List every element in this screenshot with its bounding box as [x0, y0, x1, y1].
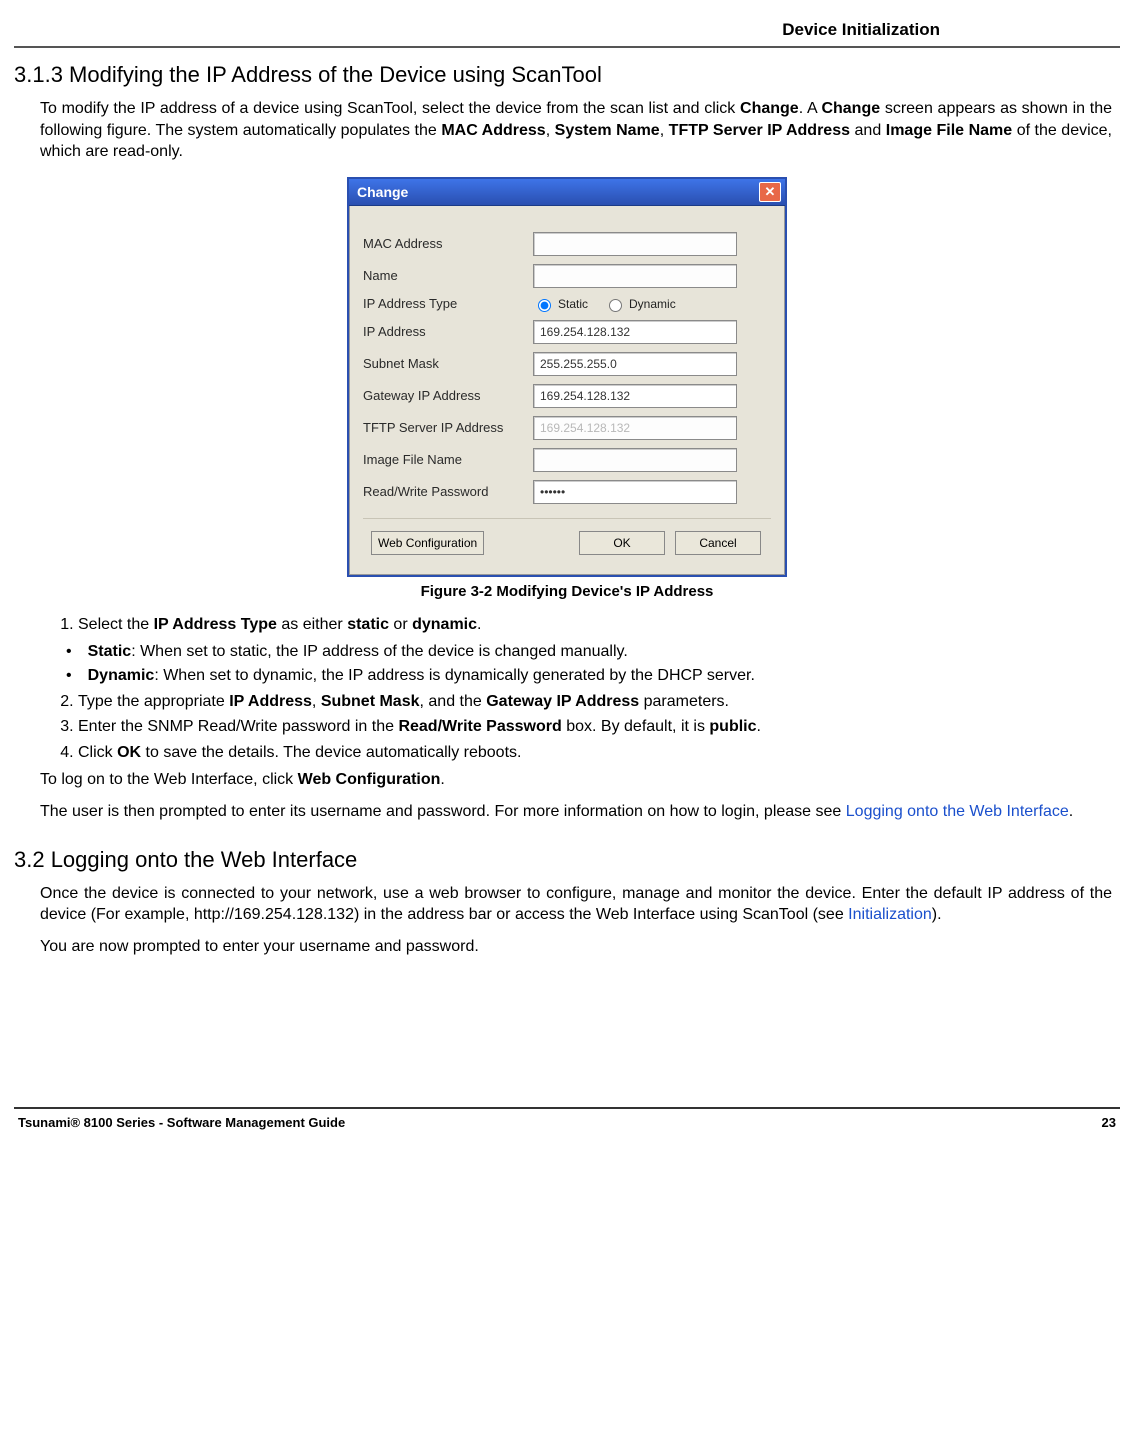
- radio-static-label[interactable]: Static: [533, 296, 588, 312]
- label-ip-address: IP Address: [363, 324, 533, 339]
- figure-3-2-caption: Figure 3-2 Modifying Device's IP Address: [14, 583, 1120, 600]
- radio-dynamic[interactable]: [609, 299, 622, 312]
- ip-address-input[interactable]: [533, 320, 737, 344]
- label-mac-address: MAC Address: [363, 236, 533, 251]
- footer-divider: [14, 1107, 1120, 1109]
- label-name: Name: [363, 268, 533, 283]
- footer-left: Tsunami® 8100 Series - Software Manageme…: [18, 1115, 345, 1130]
- label-gateway-ip: Gateway IP Address: [363, 388, 533, 403]
- step-1-dynamic: Dynamic: When set to dynamic, the IP add…: [66, 665, 1112, 687]
- change-dialog-titlebar: Change ✕: [349, 179, 785, 206]
- radio-dynamic-label[interactable]: Dynamic: [604, 296, 676, 312]
- step-2: Type the appropriate IP Address, Subnet …: [78, 691, 1112, 713]
- change-dialog: Change ✕ MAC Address Name IP Address Typ…: [347, 177, 787, 577]
- mac-address-input: [533, 232, 737, 256]
- section-3-1-3-intro: To modify the IP address of a device usi…: [40, 98, 1112, 163]
- steps-list: Select the IP Address Type as either sta…: [60, 614, 1112, 636]
- section-3-2-heading: 3.2 Logging onto the Web Interface: [14, 847, 1120, 873]
- tftp-server-ip-input: [533, 416, 737, 440]
- section-3-2-p1: Once the device is connected to your net…: [40, 883, 1112, 926]
- radio-static[interactable]: [538, 299, 551, 312]
- step-4: Click OK to save the details. The device…: [78, 742, 1112, 764]
- after-steps-2: The user is then prompted to enter its u…: [40, 801, 1112, 823]
- label-tftp-server-ip: TFTP Server IP Address: [363, 420, 533, 435]
- cancel-button[interactable]: Cancel: [675, 531, 761, 555]
- step-3: Enter the SNMP Read/Write password in th…: [78, 716, 1112, 738]
- step-1: Select the IP Address Type as either sta…: [78, 614, 1112, 636]
- web-configuration-button[interactable]: Web Configuration: [371, 531, 484, 555]
- gateway-ip-input[interactable]: [533, 384, 737, 408]
- steps-list-cont: Type the appropriate IP Address, Subnet …: [60, 691, 1112, 764]
- radio-static-text: Static: [558, 297, 588, 311]
- radio-dynamic-text: Dynamic: [629, 297, 676, 311]
- page-header-title: Device Initialization: [14, 20, 1120, 40]
- step-1-static: Static: When set to static, the IP addre…: [66, 641, 1112, 663]
- link-initialization[interactable]: Initialization: [848, 906, 932, 923]
- ok-button[interactable]: OK: [579, 531, 665, 555]
- change-dialog-title: Change: [357, 184, 408, 200]
- label-ip-address-type: IP Address Type: [363, 296, 533, 311]
- close-icon[interactable]: ✕: [759, 182, 781, 202]
- image-file-name-input: [533, 448, 737, 472]
- step-1-sublist: Static: When set to static, the IP addre…: [66, 641, 1112, 686]
- link-logging-onto-web-interface[interactable]: Logging onto the Web Interface: [846, 803, 1069, 820]
- footer-right: 23: [1102, 1115, 1116, 1130]
- after-steps-1: To log on to the Web Interface, click We…: [40, 769, 1112, 791]
- subnet-mask-input[interactable]: [533, 352, 737, 376]
- name-input: [533, 264, 737, 288]
- label-rw-password: Read/Write Password: [363, 484, 533, 499]
- section-3-1-3-heading: 3.1.3 Modifying the IP Address of the De…: [14, 62, 1120, 88]
- header-divider: [14, 46, 1120, 48]
- label-image-file-name: Image File Name: [363, 452, 533, 467]
- label-subnet-mask: Subnet Mask: [363, 356, 533, 371]
- section-3-2-p2: You are now prompted to enter your usern…: [40, 936, 1112, 958]
- rw-password-input[interactable]: [533, 480, 737, 504]
